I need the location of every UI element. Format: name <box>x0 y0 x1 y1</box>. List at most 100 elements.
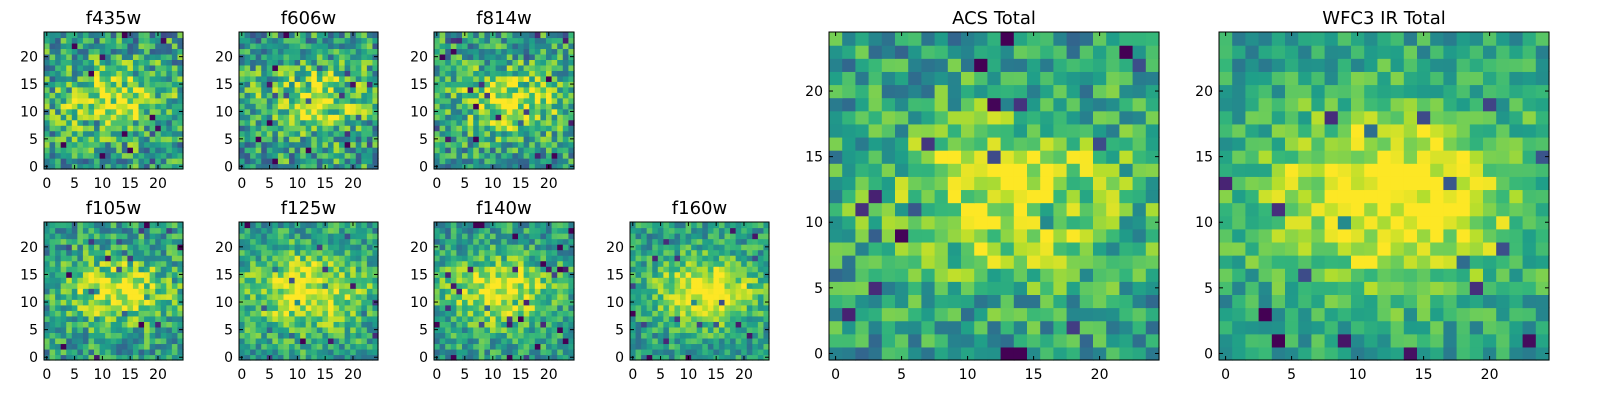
heatmap-cell <box>657 271 664 278</box>
heatmap-cell <box>44 86 51 93</box>
heatmap-cell <box>484 119 491 126</box>
heatmap-cell <box>155 227 162 234</box>
heatmap-cell <box>1040 281 1054 295</box>
heatmap-cell <box>339 293 346 300</box>
heatmap-cell <box>908 215 922 230</box>
heatmap-cell <box>160 293 167 300</box>
heatmap-cell <box>327 141 335 148</box>
heatmap-cell <box>116 37 123 44</box>
heatmap-cell <box>456 249 463 256</box>
heatmap-cell <box>855 255 870 269</box>
heatmap-cell <box>99 348 106 356</box>
heatmap-cell <box>66 348 73 356</box>
heatmap-cell <box>518 271 525 278</box>
heatmap-cell <box>1145 294 1160 309</box>
heatmap-cell <box>523 86 530 93</box>
heatmap-cell <box>82 81 90 88</box>
heatmap-cell <box>127 271 134 278</box>
heatmap-cell <box>947 268 962 282</box>
heatmap-cell <box>350 337 357 345</box>
heatmap-cell <box>501 64 508 71</box>
heatmap-cell <box>450 86 457 93</box>
heatmap-cell <box>506 163 513 170</box>
heatmap-cell <box>718 337 726 345</box>
heatmap-cell <box>316 147 323 154</box>
heatmap-cell <box>445 64 452 71</box>
heatmap-cell <box>244 332 251 339</box>
heatmap-cell <box>60 321 67 328</box>
heatmap-cell <box>534 108 541 115</box>
heatmap-cell <box>434 348 441 356</box>
heatmap-cell <box>239 315 246 322</box>
heatmap-cell <box>344 119 351 126</box>
heatmap-cell <box>652 255 659 262</box>
heatmap-cell <box>668 337 676 345</box>
heatmap-cell <box>434 147 441 154</box>
heatmap-cell <box>239 152 246 159</box>
heatmap-cell <box>546 81 553 88</box>
heatmap-cell <box>646 293 653 300</box>
heatmap-cell <box>450 64 457 71</box>
heatmap-cell <box>88 141 95 148</box>
heatmap-cell <box>44 92 51 99</box>
heatmap-cell <box>261 42 268 50</box>
heatmap-cell <box>277 136 285 143</box>
heatmap-cell <box>316 42 323 50</box>
heatmap-cell <box>1145 268 1160 282</box>
heatmap-cell <box>540 147 547 154</box>
heatmap-cell <box>434 75 441 82</box>
heatmap-cell <box>366 337 374 345</box>
heatmap-cell <box>55 260 62 267</box>
heatmap-cell <box>99 266 106 273</box>
heatmap-cell <box>934 294 949 309</box>
heatmap-cell <box>121 86 128 93</box>
heatmap-cell <box>495 86 502 93</box>
heatmap-cell <box>696 222 703 229</box>
heatmap-cell <box>250 97 257 104</box>
heatmap-cell <box>177 158 184 165</box>
heatmap-cell <box>171 64 179 71</box>
heatmap-cell <box>339 266 346 273</box>
heatmap-cell <box>244 354 251 361</box>
heatmap-cell <box>333 152 340 159</box>
heatmap-cell <box>82 310 90 317</box>
heatmap-cell <box>534 304 541 311</box>
heatmap-cell <box>132 249 140 256</box>
heatmap-cell <box>501 288 508 295</box>
heatmap-cell <box>272 53 279 60</box>
heatmap-cell <box>551 103 558 110</box>
heatmap-cell <box>1040 307 1054 322</box>
heatmap-cell <box>250 310 257 317</box>
heatmap-cell <box>562 282 569 289</box>
heatmap-cell <box>55 310 62 317</box>
heatmap-cell <box>478 59 485 66</box>
heatmap-cell <box>663 238 670 245</box>
heatmap-cell <box>316 86 323 93</box>
heatmap-cell <box>450 125 457 132</box>
heatmap-cell <box>88 238 95 245</box>
x-tick-label: 15 <box>121 176 139 192</box>
heatmap-cell <box>283 271 290 278</box>
heatmap-cell <box>372 158 379 165</box>
heatmap-cell <box>546 119 553 126</box>
heatmap-cell <box>445 266 452 273</box>
heatmap-cell <box>947 202 962 217</box>
heatmap-cell <box>763 348 770 356</box>
heatmap-cell <box>138 310 145 317</box>
heatmap-cell <box>730 282 737 289</box>
heatmap-cell <box>439 75 446 82</box>
y-tick-label: 5 <box>29 323 38 339</box>
heatmap-cell <box>439 299 446 306</box>
heatmap-cell <box>534 277 541 284</box>
heatmap-cell <box>127 59 134 66</box>
heatmap-cell <box>478 249 485 256</box>
heatmap-cell <box>506 354 513 361</box>
heatmap-cell <box>372 249 379 256</box>
heatmap-cell <box>757 348 765 356</box>
heatmap-cell <box>255 321 262 328</box>
y-tick-label: 0 <box>29 350 38 366</box>
heatmap-cell <box>44 282 51 289</box>
heatmap-cell <box>138 249 145 256</box>
heatmap-cell <box>741 293 748 300</box>
heatmap-cell <box>551 249 558 256</box>
